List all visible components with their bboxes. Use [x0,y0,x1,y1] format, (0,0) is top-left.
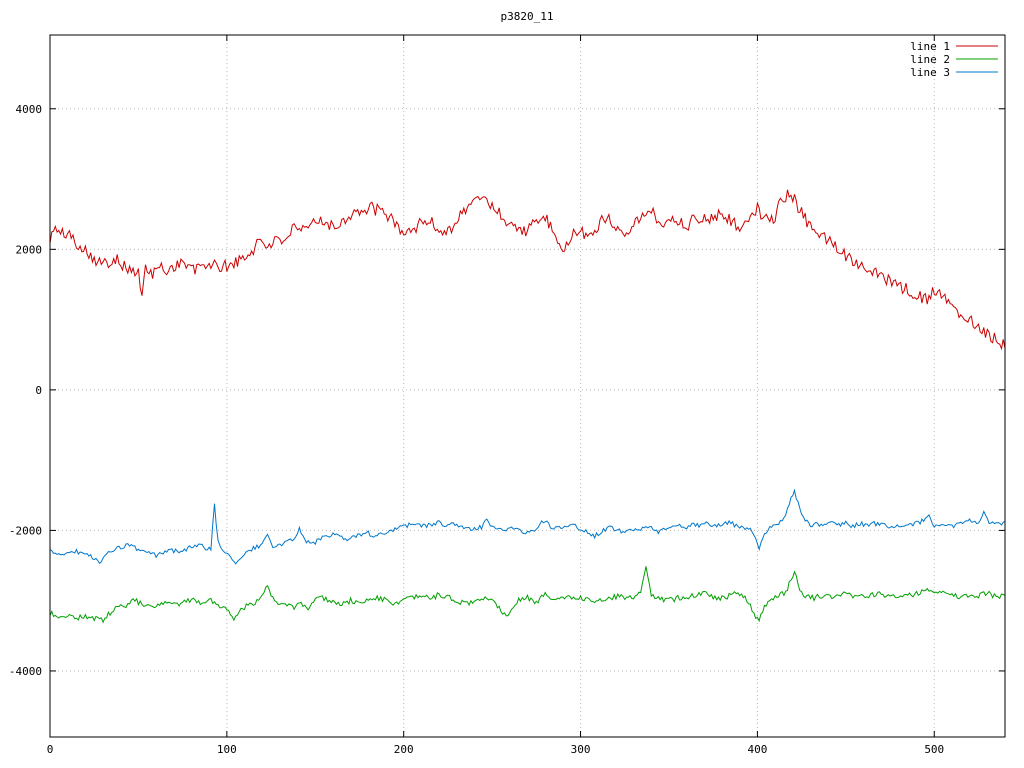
legend-label-line-2: line 2 [910,53,950,66]
axes: 0 100 200 300 400 500 -4000 -2000 0 2000 4000 [9,34,1006,756]
y-tick-label: 0 [35,384,42,397]
x-tick-label: 100 [217,743,237,756]
series-line-3 [49,488,1006,565]
legend-entry: line 3 [910,66,998,79]
series-lines [49,189,1006,624]
grid [49,35,1005,737]
x-tick-label: 500 [924,743,944,756]
x-tick-label: 400 [747,743,767,756]
legend-label-line-3: line 3 [910,66,950,79]
x-tick-label: 300 [571,743,591,756]
y-tick-label: 2000 [16,243,43,256]
legend-entry: line 2 [910,53,998,66]
chart-title: p3820_11 [501,10,554,23]
x-tick-label: 0 [47,743,54,756]
legend-entry: line 1 [910,40,998,53]
legend-label-line-1: line 1 [910,40,950,53]
legend: line 1 line 2 line 3 [910,40,998,79]
series-line-2 [49,566,1006,624]
y-tick-label: -4000 [9,665,42,678]
plot-border [49,34,1006,738]
y-tick-label: 4000 [16,103,43,116]
y-tick-label: -2000 [9,524,42,537]
x-tick-label: 200 [394,743,414,756]
series-line-1 [49,189,1006,351]
